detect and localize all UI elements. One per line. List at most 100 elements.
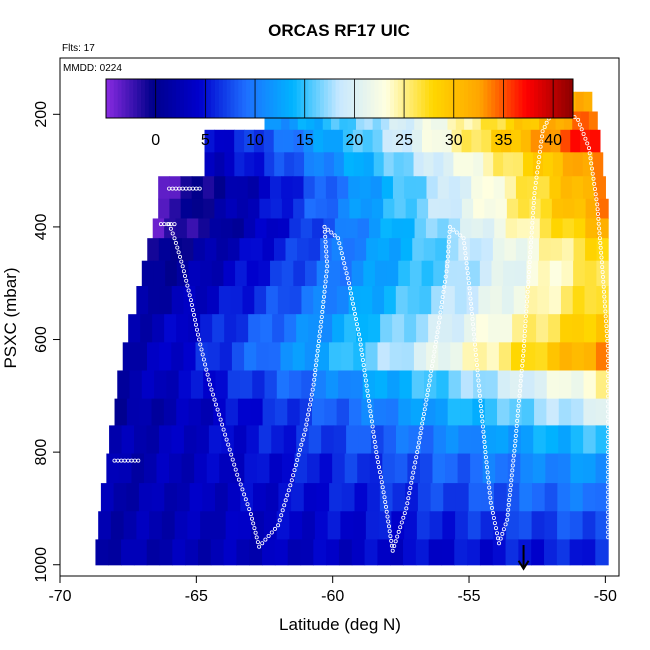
heatmap-cell — [374, 260, 388, 287]
colorbar-segment — [440, 79, 446, 118]
track-point — [606, 394, 611, 399]
track-point — [380, 485, 385, 490]
track-point — [482, 439, 487, 444]
track-point — [413, 460, 418, 465]
heatmap-cell — [195, 286, 208, 315]
track-point — [442, 279, 447, 284]
track-point — [339, 251, 344, 256]
colorbar-segment — [129, 79, 134, 118]
heatmap-cell — [380, 111, 390, 131]
track-point — [467, 291, 472, 296]
heatmap-cell — [249, 539, 263, 566]
heatmap-cell — [258, 176, 271, 200]
heatmap-cell — [385, 398, 399, 426]
track-point — [531, 200, 536, 205]
track-point — [606, 495, 611, 500]
heatmap-cell — [588, 111, 598, 131]
heatmap-cell — [522, 370, 536, 400]
heatmap-cell — [493, 152, 504, 177]
colorbar-segment — [160, 79, 165, 118]
track-point — [481, 429, 486, 434]
track-point — [520, 358, 525, 363]
heatmap-cell — [244, 342, 257, 372]
track-point — [437, 315, 442, 320]
colorbar-segment — [172, 79, 177, 118]
colorbar-segment — [561, 79, 566, 118]
heatmap-cell — [325, 370, 339, 400]
track-point — [365, 388, 370, 393]
colorbar-segment — [226, 79, 232, 118]
heatmap-cell — [537, 286, 550, 315]
heatmap-cell — [448, 370, 462, 400]
heatmap-cell — [224, 152, 235, 177]
track-point — [507, 497, 512, 502]
colorbar-segment — [168, 79, 173, 118]
track-point — [600, 269, 605, 274]
heatmap-cell — [468, 260, 481, 287]
heatmap-cell — [360, 198, 373, 220]
track-point — [467, 286, 472, 291]
track-point — [313, 368, 318, 373]
track-point — [170, 231, 175, 236]
track-point — [444, 269, 449, 274]
heatmap-cell — [428, 539, 443, 566]
track-point — [324, 269, 329, 274]
colorbar-segment — [495, 79, 500, 118]
track-point — [360, 352, 365, 357]
heatmap-cell — [224, 129, 235, 153]
heatmap-cell — [514, 260, 528, 287]
track-point — [378, 475, 383, 480]
heatmap-cell — [234, 129, 245, 153]
track-point — [515, 413, 520, 418]
heatmap-cell — [256, 453, 271, 484]
heatmap-cell — [455, 111, 465, 131]
track-point — [523, 314, 528, 319]
track-point — [427, 378, 432, 383]
heatmap-cell — [346, 425, 360, 455]
heatmap-cell — [582, 152, 594, 177]
heatmap-cell — [425, 218, 438, 239]
track-point — [436, 325, 441, 330]
heatmap-cell — [346, 218, 359, 239]
track-point — [235, 472, 240, 477]
heatmap-cell — [402, 129, 413, 153]
track-point — [297, 447, 302, 452]
heatmap-cell — [278, 483, 292, 512]
track-point — [471, 332, 476, 337]
heatmap-cell — [387, 370, 401, 400]
heatmap-cell — [353, 511, 367, 540]
colorbar-segment — [358, 79, 364, 118]
track-point — [466, 276, 471, 281]
colorbar-segment — [179, 79, 185, 118]
colorbar-segment — [471, 79, 477, 118]
heatmap-cell — [432, 453, 446, 484]
track-point — [428, 373, 433, 378]
track-point — [372, 434, 377, 439]
heatmap-cell — [380, 218, 393, 239]
heatmap-cell — [571, 176, 584, 200]
track-point — [531, 210, 536, 215]
heatmap-cell — [250, 238, 264, 262]
heatmap-cell — [283, 425, 297, 455]
heatmap-cell — [495, 198, 508, 220]
heatmap-cell — [224, 314, 237, 343]
colorbar-segment — [569, 79, 574, 118]
heatmap-cell — [108, 539, 122, 566]
track-point — [604, 319, 609, 324]
track-point — [279, 513, 284, 518]
heatmap-cell — [493, 483, 508, 512]
track-point — [512, 443, 517, 448]
heatmap-cell — [113, 483, 127, 512]
heatmap-cell — [354, 238, 367, 262]
heatmap-cell — [274, 398, 288, 426]
heatmap-cell — [452, 314, 465, 343]
track-point — [319, 319, 324, 324]
colorbar-segment — [117, 79, 123, 118]
track-point — [469, 306, 474, 311]
track-point — [401, 515, 406, 520]
track-point — [524, 304, 529, 309]
colorbar-segment — [506, 79, 512, 118]
heatmap-cell — [365, 511, 380, 540]
heatmap-cell — [332, 453, 346, 484]
heatmap-cell — [395, 286, 409, 315]
